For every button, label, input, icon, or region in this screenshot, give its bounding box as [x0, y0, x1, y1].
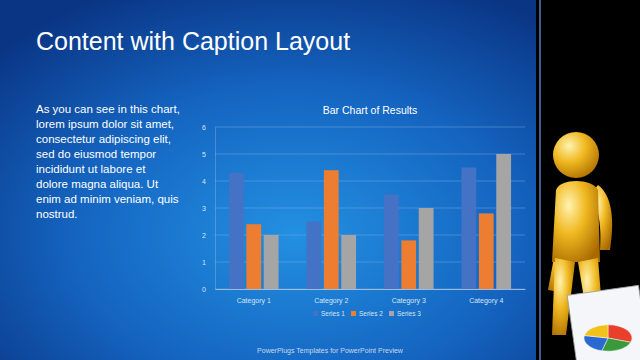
caption: As you can see in this chart, lorem ipsum…: [36, 103, 180, 220]
caption-line: lorem ipsum dolor sit amet,: [36, 118, 174, 130]
grid-line: [215, 154, 525, 155]
figure-body: [552, 181, 600, 262]
grid-line: [215, 181, 525, 182]
y-tick: 2: [202, 232, 215, 239]
bar: [341, 235, 356, 289]
caption-line: sed do eiusmod tempor: [36, 148, 156, 160]
legend-swatch: [313, 311, 318, 316]
y-tick-label: 5: [202, 151, 206, 158]
panel-divider: [539, 0, 541, 360]
footer: PowerPlugs Templates for PowerPoint Prev…: [257, 347, 404, 355]
slide: Content with Caption Layout As you can se…: [0, 0, 640, 360]
y-tick-label: 6: [202, 124, 206, 131]
x-tick-label: Category 1: [237, 297, 271, 305]
caption-line: incididunt ut labore et: [36, 163, 146, 175]
y-tick-label: 3: [202, 205, 206, 212]
y-tick: 4: [202, 178, 215, 185]
grid: [215, 127, 525, 289]
bar: [461, 168, 476, 290]
figure: [548, 132, 640, 360]
y-axis-line: [215, 128, 216, 290]
x-tick-label: Category 4: [469, 297, 503, 305]
x-axis-line: [216, 289, 526, 290]
bar: [384, 195, 399, 290]
caption-line: enim ad minim veniam, quis: [36, 193, 179, 205]
legend-item: Series 3: [389, 310, 421, 317]
legend-swatch: [351, 311, 356, 316]
y-tick-label: 4: [202, 178, 206, 185]
grid-line: [215, 289, 525, 290]
background: [0, 0, 536, 360]
poster-slice: [584, 336, 608, 351]
grid-line: [215, 235, 525, 236]
y-axis: 0 1 2 3 4 5 6: [202, 124, 215, 293]
series: [264, 154, 511, 289]
bars: [229, 154, 511, 289]
x-tick: Category 3: [392, 289, 426, 305]
y-tick-label: 1: [202, 259, 206, 266]
caption-line: dolore magna aliqua. Ut: [36, 178, 159, 190]
bar: [229, 173, 244, 289]
caption-line: consectetur adipiscing elit,: [36, 133, 171, 145]
bar: [419, 208, 434, 289]
series: [229, 168, 476, 290]
x-tick: Category 4: [469, 289, 503, 305]
legend-label: Series 2: [359, 310, 383, 317]
legend-item: Series 2: [351, 310, 383, 317]
grid-line: [215, 262, 525, 263]
slide-title: Content with Caption Layout: [36, 27, 350, 55]
bar: [246, 224, 261, 289]
legend-label: Series 3: [397, 310, 421, 317]
legend: Series 1 Series 2 Series 3: [313, 310, 421, 317]
bar: [324, 170, 339, 289]
caption-line: As you can see in this chart,: [36, 103, 180, 115]
legend-label: Series 1: [321, 310, 345, 317]
y-tick: 0: [202, 286, 215, 293]
chart-title: Bar Chart of Results: [323, 104, 418, 116]
bar: [479, 213, 494, 289]
bar: [401, 240, 416, 289]
bar: [264, 235, 279, 289]
chart: Bar Chart of Results0123456Category 1Cat…: [202, 104, 525, 317]
bar: [496, 154, 511, 289]
y-tick: 5: [202, 151, 215, 158]
y-tick: 3: [202, 205, 215, 212]
legend-swatch: [389, 311, 394, 316]
grid-line: [215, 208, 525, 209]
series: [246, 170, 493, 289]
x-tick-label: Category 2: [314, 297, 348, 305]
legend-item: Series 1: [313, 310, 345, 317]
figure-head: [553, 132, 599, 178]
x-tick: Category 1: [237, 289, 271, 305]
bar: [306, 222, 321, 290]
x-axis: Category 1 Category 2 Category 3 Category 4: [216, 289, 526, 305]
y-tick: 6: [202, 124, 215, 131]
x-tick: Category 2: [314, 289, 348, 305]
y-tick-label: 0: [202, 286, 206, 293]
poster: [567, 285, 640, 360]
y-tick-label: 2: [202, 232, 206, 239]
poster-slice: [584, 325, 608, 338]
grid-line: [215, 127, 525, 128]
x-tick-label: Category 3: [392, 297, 426, 305]
y-tick: 1: [202, 259, 215, 266]
caption-line: nostrud.: [36, 208, 78, 220]
